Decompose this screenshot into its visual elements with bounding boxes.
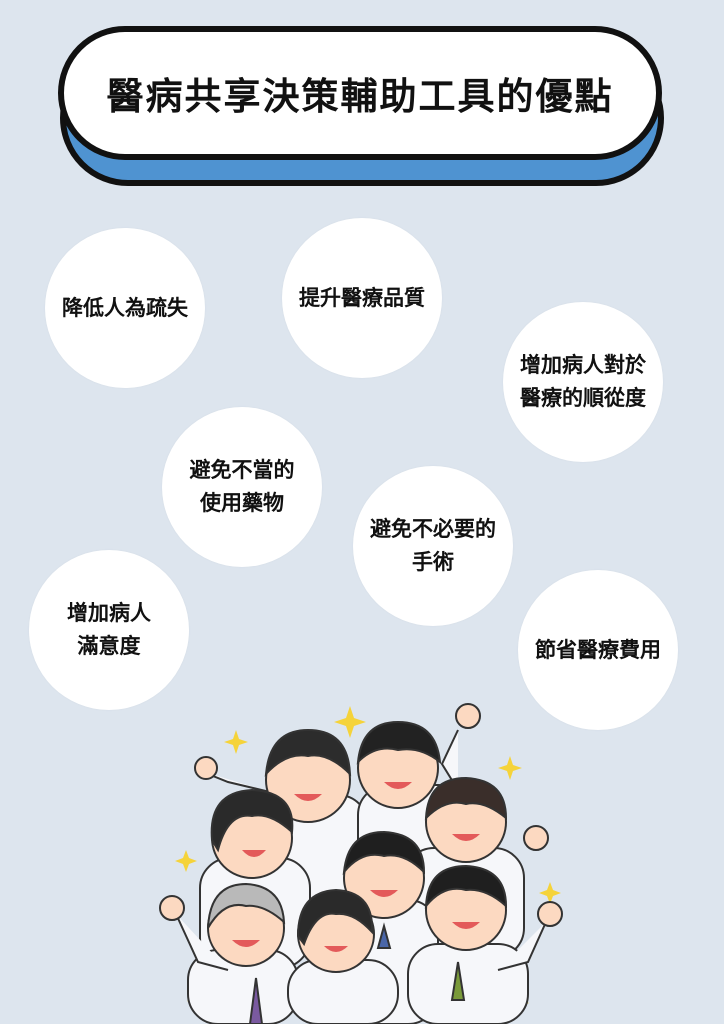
medical-staff-illustration [159,703,563,1024]
benefit-label: 增加病人 滿意度 [67,601,151,658]
benefit-bubble: 增加病人 滿意度 [29,550,189,710]
benefit-bubble: 避免不必要的 手術 [353,466,513,626]
title-banner: 醫病共享決策輔助工具的優點 [58,26,668,191]
page-title: 醫病共享決策輔助工具的優點 [106,75,614,118]
benefit-label: 增加病人對於 醫療的順從度 [520,353,646,410]
sparkle-icon [539,882,561,904]
benefit-bubble: 節省醫療費用 [518,570,678,730]
smiles [232,782,480,952]
benefit-bubble: 避免不當的 使用藥物 [162,407,322,567]
title-banner-pill: 醫病共享決策輔助工具的優點 [58,26,662,160]
benefit-bubble: 降低人為疏失 [45,228,205,388]
sparkle-icon [498,756,522,780]
benefit-label: 避免不必要的 手術 [370,517,496,574]
benefit-label: 降低人為疏失 [62,295,188,320]
benefit-bubble: 提升醫療品質 [282,218,442,378]
sparkle-icon [334,706,366,738]
sparkle-icon [224,730,248,754]
benefit-bubble: 增加病人對於 醫療的順從度 [503,302,663,462]
sparkle-icon [175,850,197,872]
benefit-label: 避免不當的 使用藥物 [189,458,295,515]
benefit-label: 提升醫療品質 [299,285,425,310]
benefit-label: 節省醫療費用 [535,637,661,662]
